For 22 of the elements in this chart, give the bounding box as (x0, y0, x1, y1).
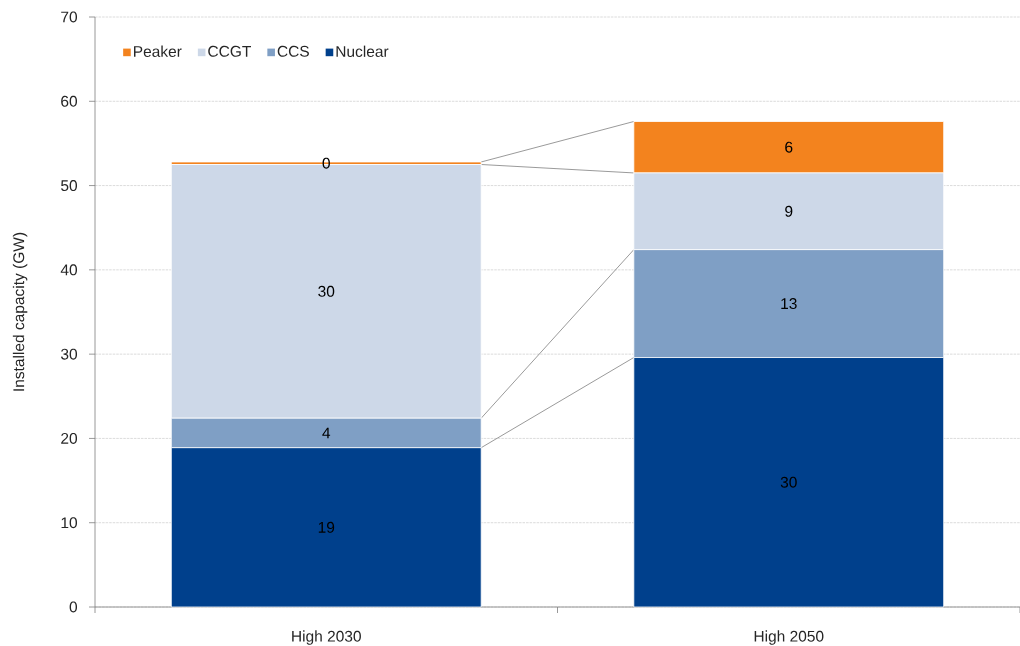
data-label: 13 (781, 298, 797, 310)
y-tick-label: 30 (60, 348, 78, 360)
legend-label: Peaker (134, 45, 182, 58)
legend-label: CCS (277, 45, 309, 57)
data-label: 4 (322, 427, 331, 439)
y-tick-label: 10 (61, 517, 78, 529)
y-tick-label: 50 (61, 180, 78, 192)
data-label: 9 (785, 205, 793, 217)
y-tick-label: 20 (61, 432, 78, 444)
legend-label: Nuclear (336, 45, 389, 58)
y-tick-label: 70 (61, 11, 78, 23)
data-label: 6 (785, 141, 793, 153)
x-tick-label: High 2050 (754, 630, 824, 645)
legend-label: CCGT (208, 45, 251, 57)
y-tick-label: 0 (69, 601, 78, 613)
y-tick-label: 60 (61, 95, 78, 107)
y-axis-title: Installed capacity (GW) (12, 232, 28, 391)
data-label: 30 (318, 285, 335, 297)
x-tick-label: High 2030 (292, 630, 361, 645)
data-label: 19 (318, 521, 335, 533)
data-label: 30 (780, 476, 797, 488)
y-tick-label: 40 (60, 264, 78, 276)
